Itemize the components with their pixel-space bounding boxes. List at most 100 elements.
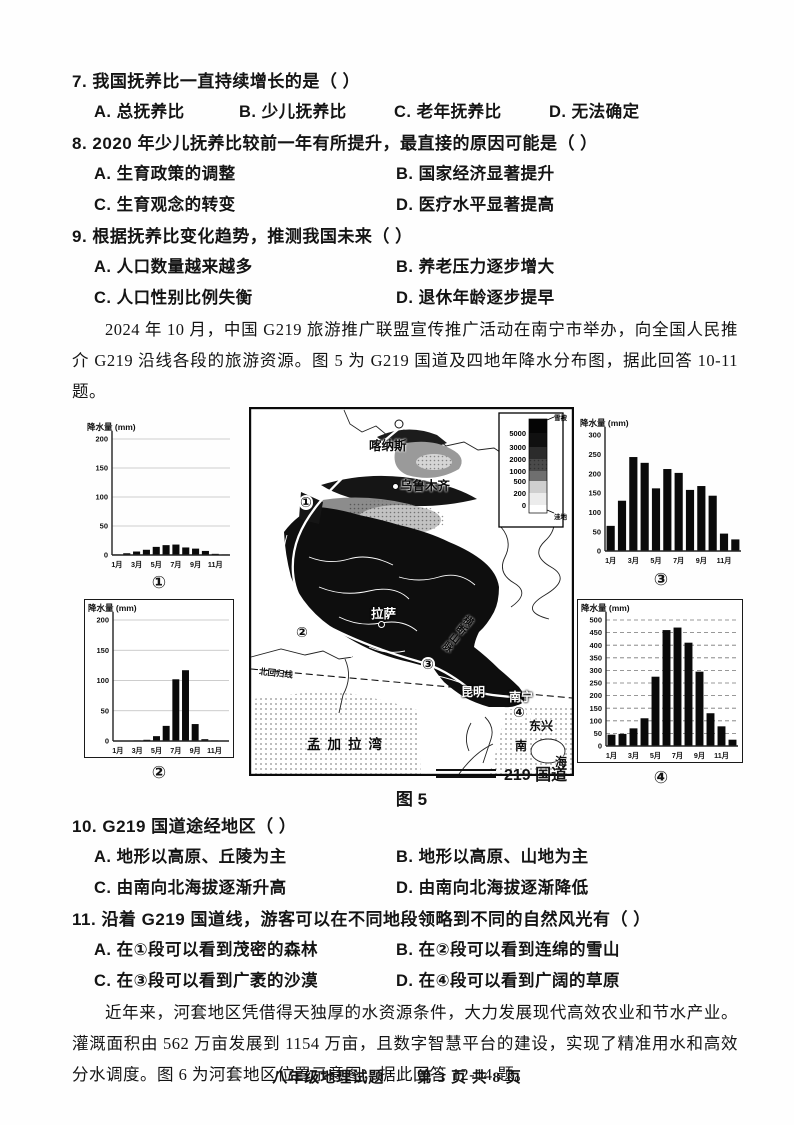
question-stem: 沿着 G219 国道线，游客可以在不同地段领略到不同的自然风光有（ ）: [101, 910, 651, 929]
svg-text:1月: 1月: [111, 560, 122, 569]
svg-text:200: 200: [95, 435, 108, 444]
map-segment-2: ②: [295, 624, 309, 640]
question-stem: 我国抚养比一直持续增长的是（ ）: [92, 72, 361, 91]
svg-text:150: 150: [589, 704, 602, 713]
question-stem: G219 国道途经地区（ ）: [102, 817, 297, 836]
footer-page-number: 第 3 页 共 8 页: [417, 1070, 522, 1086]
legend-value: 500: [513, 477, 526, 486]
option-b: B. 在②段可以看到连绵的雪山: [396, 941, 621, 959]
road-symbol: [436, 768, 496, 778]
svg-text:5月: 5月: [650, 556, 661, 565]
svg-text:300: 300: [588, 431, 601, 440]
question-7-options: A. 总抚养比 B. 少儿抚养比 C. 老年抚养比 D. 无法确定: [72, 97, 738, 128]
svg-text:450: 450: [589, 628, 602, 637]
map-label-nanning: 南宁: [509, 690, 534, 704]
svg-text:3月: 3月: [132, 746, 143, 755]
legend-value: 0: [522, 501, 526, 510]
figure-caption: 图 5: [395, 790, 428, 809]
svg-text:降水量 (mm): 降水量 (mm): [580, 418, 629, 428]
map-label-southsea-1: 南: [515, 739, 528, 753]
bar-chart-svg: 降水量 (mm) 0 50 100 150 200 250 300 1月 3月 5月 7月 9月 11月: [580, 418, 741, 565]
option-c: C. 由南向北海拔逐渐升高: [94, 879, 287, 897]
svg-text:500: 500: [589, 616, 602, 625]
question-9: 9. 根据抚养比变化趋势，推测我国未来（ ）: [72, 221, 738, 252]
svg-text:150: 150: [588, 489, 601, 498]
elevation-legend: 5000 3000 2000 1000 500 200 0 雪被 洼地: [498, 412, 568, 528]
map-label-urumqi: 乌鲁木齐: [400, 479, 451, 493]
svg-text:9月: 9月: [694, 751, 705, 760]
svg-text:3月: 3月: [131, 560, 142, 569]
question-number: 10.: [72, 817, 98, 836]
option-c: C. 人口性别比例失衡: [94, 289, 253, 307]
option-d: D. 由南向北海拔逐渐降低: [396, 879, 589, 897]
chart-2-label: ②: [151, 763, 167, 782]
map-segment-3: ③: [421, 656, 435, 672]
question-number: 9.: [72, 227, 88, 246]
option-d: D. 在④段可以看到广阔的草原: [396, 972, 621, 990]
question-stem: 根据抚养比变化趋势，推测我国未来（ ）: [92, 227, 413, 246]
question-8-options-row1: A. 生育政策的调整 B. 国家经济显著提升: [72, 159, 738, 190]
legend-lowland-label: 洼地: [554, 512, 568, 521]
question-11-options-row1: A. 在①段可以看到茂密的森林 B. 在②段可以看到连绵的雪山: [72, 935, 738, 966]
question-number: 7.: [72, 72, 88, 91]
svg-text:350: 350: [589, 653, 602, 662]
svg-text:降水量 (mm): 降水量 (mm): [581, 603, 630, 613]
figure-5: 降水量 (mm) 0 50 100 150 200 1月 3月 5月 7月 9月 11月 ① 降水量 …: [0, 407, 794, 811]
svg-text:0: 0: [105, 737, 109, 746]
option-c: C. 在③段可以看到广袤的沙漠: [94, 972, 319, 990]
svg-text:7月: 7月: [673, 556, 684, 565]
svg-text:400: 400: [589, 641, 602, 650]
legend-value: 3000: [509, 443, 526, 452]
svg-text:降水量 (mm): 降水量 (mm): [87, 422, 136, 432]
legend-value: 5000: [509, 429, 526, 438]
question-9-options-row1: A. 人口数量越来越多 B. 养老压力逐步增大: [72, 252, 738, 283]
precip-chart-4: 降水量 (mm) 0 50 100 150 200 250 300 350 400 450 500 1月…: [577, 599, 743, 763]
svg-text:50: 50: [101, 706, 109, 715]
svg-text:9月: 9月: [190, 560, 201, 569]
svg-text:50: 50: [594, 729, 602, 738]
question-10-options-row1: A. 地形以高原、丘陵为主 B. 地形以高原、山地为主: [72, 842, 738, 873]
svg-text:100: 100: [588, 508, 601, 517]
option-a: A. 地形以高原、丘陵为主: [94, 848, 287, 866]
svg-text:50: 50: [593, 527, 601, 536]
svg-text:11月: 11月: [207, 746, 222, 755]
option-a: A. 总抚养比: [94, 103, 185, 121]
svg-text:150: 150: [95, 464, 108, 473]
road-legend: 219 国道: [436, 761, 567, 785]
map-segment-1: ①: [299, 494, 313, 510]
map-marker-urumqi: [392, 483, 399, 490]
question-stem: 2020 年少儿抚养比较前一年有所提升，最直接的原因可能是（ ）: [92, 134, 598, 153]
option-a: A. 人口数量越来越多: [94, 258, 253, 276]
svg-text:100: 100: [589, 716, 602, 725]
question-9-options-row2: C. 人口性别比例失衡 D. 退休年龄逐步提早: [72, 283, 738, 314]
question-11-options-row2: C. 在③段可以看到广袤的沙漠 D. 在④段可以看到广阔的草原: [72, 966, 738, 997]
chart-4-label: ④: [653, 768, 669, 787]
svg-text:250: 250: [588, 450, 601, 459]
question-number: 11.: [72, 910, 97, 929]
svg-text:7月: 7月: [672, 751, 683, 760]
question-10: 10. G219 国道途经地区（ ）: [72, 811, 738, 842]
svg-text:0: 0: [104, 551, 108, 560]
option-d: D. 退休年龄逐步提早: [396, 289, 555, 307]
svg-text:200: 200: [588, 469, 601, 478]
legend-value: 2000: [509, 455, 526, 464]
option-d: D. 医疗水平显著提高: [396, 196, 555, 214]
option-b: B. 少儿抚养比: [239, 103, 347, 121]
question-8-options-row2: C. 生育观念的转变 D. 医疗水平显著提高: [72, 190, 738, 221]
bar-chart-svg: 降水量 (mm) 0 50 100 150 200 250 300 350 400 450 500 1月…: [581, 603, 738, 760]
svg-text:50: 50: [100, 522, 108, 531]
legend-value: 1000: [509, 467, 526, 476]
road-legend-label: 219 国道: [504, 767, 568, 784]
svg-text:200: 200: [96, 616, 109, 625]
option-c: C. 生育观念的转变: [94, 196, 236, 214]
option-d: D. 无法确定: [549, 103, 640, 121]
svg-text:200: 200: [589, 691, 602, 700]
option-b: B. 地形以高原、山地为主: [396, 848, 589, 866]
map-label-southsea-2: 海: [555, 755, 568, 769]
precip-chart-1: 降水量 (mm) 0 50 100 150 200 1月 3月 5月 7月 9月 11月: [84, 419, 234, 571]
svg-text:1月: 1月: [606, 751, 617, 760]
question-7: 7. 我国抚养比一直持续增长的是（ ）: [72, 66, 738, 97]
footer-exam-title: 八年级地理试题: [272, 1070, 385, 1086]
svg-text:150: 150: [96, 646, 109, 655]
